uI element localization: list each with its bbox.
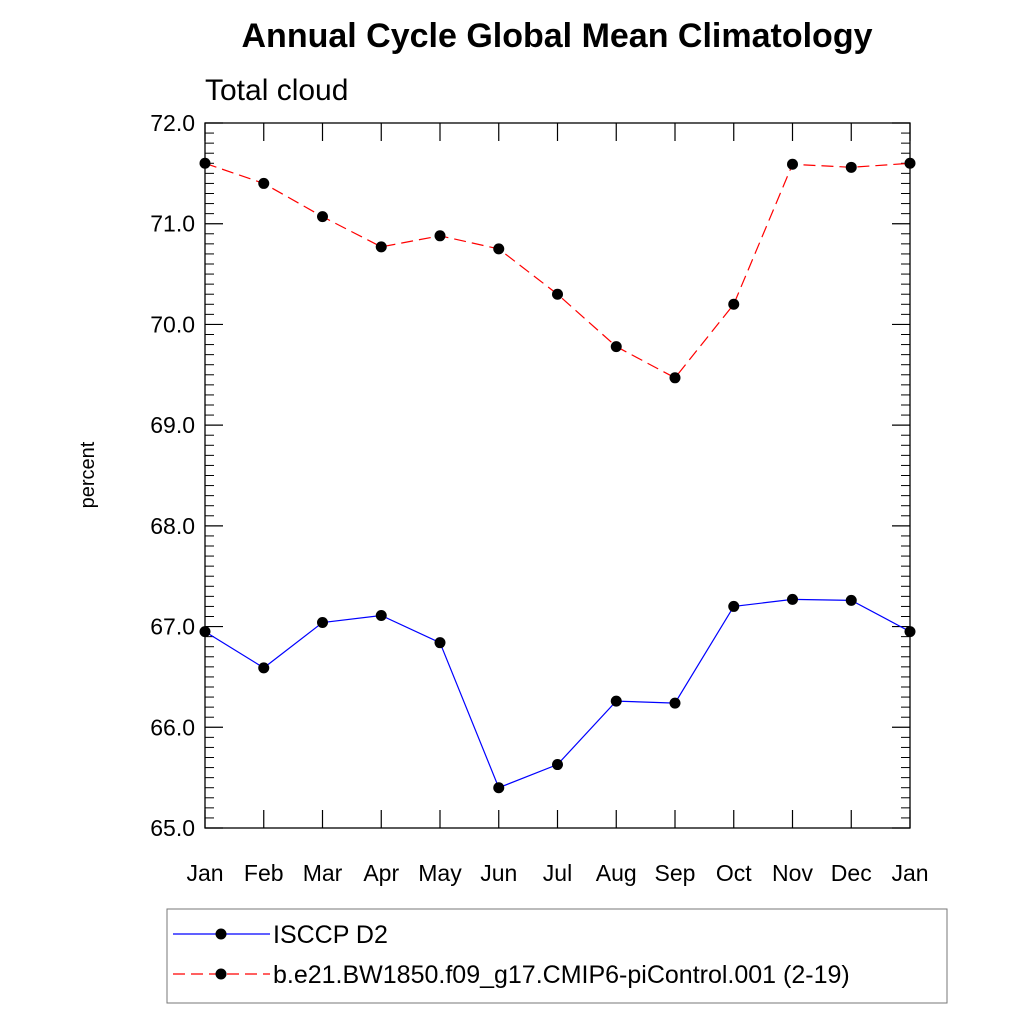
series-line (204, 162, 911, 379)
legend-marker (215, 928, 227, 940)
data-point (375, 241, 387, 253)
data-point (669, 372, 681, 384)
data-point (493, 243, 505, 255)
data-point (434, 230, 446, 242)
x-tick-label: Feb (244, 860, 284, 886)
data-point (728, 298, 740, 310)
x-tick-label: Jun (480, 860, 517, 886)
data-point (610, 341, 622, 353)
data-point (610, 695, 622, 707)
y-tick-label: 68.0 (150, 513, 195, 539)
plot-frame (204, 122, 911, 829)
x-tick-label: Jul (543, 860, 572, 886)
y-tick-label: 66.0 (150, 714, 195, 740)
chart-title: Annual Cycle Global Mean Climatology (242, 17, 873, 55)
legend-box (166, 908, 948, 1004)
data-point (258, 177, 270, 189)
y-tick-label: 72.0 (150, 110, 195, 136)
x-tick-label: Aug (596, 860, 637, 886)
data-point (375, 609, 387, 621)
x-tick-label: Jan (186, 860, 223, 886)
legend-label: ISCCP D2 (273, 921, 388, 949)
data-point (845, 161, 857, 173)
data-point (669, 697, 681, 709)
series-layer (199, 157, 916, 794)
x-tick-label: Oct (716, 860, 752, 886)
series-2 (199, 157, 916, 384)
y-tick-label: 67.0 (150, 614, 195, 640)
legend-label: b.e21.BW1850.f09_g17.CMIP6-piControl.001… (273, 961, 850, 989)
y-tick-label: 71.0 (150, 211, 195, 237)
data-point (787, 158, 798, 170)
data-point (787, 593, 798, 605)
data-point (317, 211, 328, 223)
y-tick-label: 65.0 (150, 815, 195, 841)
axis-ticks: 65.0 66.0 67.0 68.0 69.0 70.0 71.0 72.0 Jan Feb Ma… (150, 110, 928, 886)
data-point (552, 759, 563, 771)
data-point (258, 662, 270, 674)
data-point (493, 782, 505, 794)
chart-subtitle: Total cloud (205, 74, 348, 107)
data-point (845, 594, 857, 606)
x-tick-label: Apr (363, 860, 399, 886)
legend-marker (215, 968, 227, 980)
x-tick-label: Mar (303, 860, 343, 886)
data-point (317, 617, 328, 629)
x-tick-label: Jan (891, 860, 928, 886)
y-axis-label: percent (77, 441, 99, 508)
data-point (552, 288, 563, 300)
x-tick-label: Nov (772, 860, 813, 886)
x-tick-label: May (418, 860, 462, 886)
series-1 (199, 593, 916, 794)
x-tick-label: Dec (831, 860, 872, 886)
data-point (434, 637, 446, 649)
y-tick-label: 69.0 (150, 412, 195, 438)
y-tick-label: 70.0 (150, 311, 195, 337)
x-tick-label: Sep (655, 860, 696, 886)
legend: ISCCP D2 b.e21.BW1850.f09_g17.CMIP6-piCon… (166, 908, 948, 1004)
data-point (728, 600, 740, 612)
